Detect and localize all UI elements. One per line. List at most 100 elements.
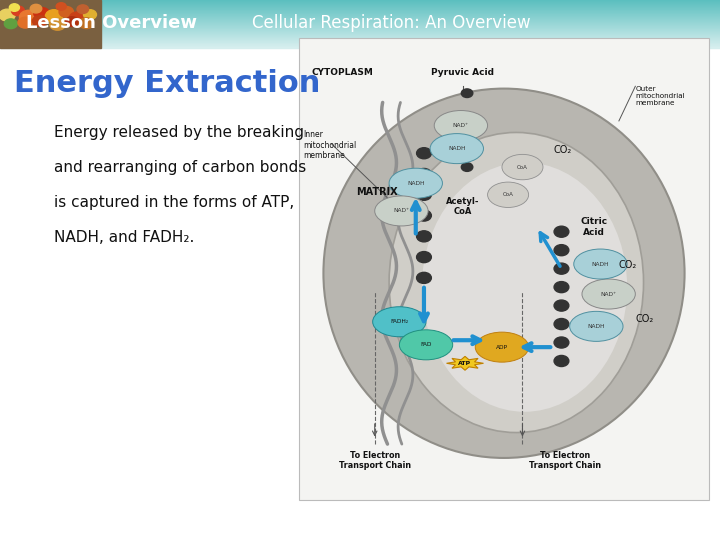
Circle shape bbox=[12, 6, 24, 16]
Circle shape bbox=[417, 272, 431, 284]
Bar bbox=[299, 38, 709, 500]
Bar bbox=[0, 20, 720, 21]
Bar bbox=[0, 26, 720, 27]
Circle shape bbox=[462, 113, 473, 122]
Bar bbox=[0, 21, 720, 22]
Ellipse shape bbox=[502, 154, 543, 180]
Bar bbox=[0, 32, 720, 33]
Bar bbox=[0, 27, 720, 28]
Text: and rearranging of carbon bonds: and rearranging of carbon bonds bbox=[54, 160, 306, 175]
Ellipse shape bbox=[487, 182, 528, 207]
Circle shape bbox=[30, 4, 42, 13]
Ellipse shape bbox=[400, 330, 453, 360]
Bar bbox=[0, 35, 720, 36]
Bar bbox=[0, 44, 720, 45]
Text: ATP: ATP bbox=[459, 361, 472, 366]
Text: CoA: CoA bbox=[517, 165, 528, 170]
Circle shape bbox=[554, 281, 569, 293]
Bar bbox=[0, 34, 720, 35]
Bar bbox=[0, 0, 720, 1]
Circle shape bbox=[462, 89, 473, 98]
Bar bbox=[0, 19, 720, 20]
Ellipse shape bbox=[430, 133, 484, 164]
Bar bbox=[0, 46, 720, 47]
Bar bbox=[0, 7, 720, 8]
Circle shape bbox=[417, 147, 431, 159]
Circle shape bbox=[417, 189, 431, 200]
Bar bbox=[0, 6, 720, 7]
Bar bbox=[0, 37, 720, 38]
Circle shape bbox=[34, 8, 50, 19]
Text: CoA: CoA bbox=[503, 192, 513, 197]
Circle shape bbox=[417, 252, 431, 262]
Text: NAD⁺: NAD⁺ bbox=[393, 208, 410, 213]
Bar bbox=[0, 24, 720, 25]
Bar bbox=[0, 0, 101, 48]
Circle shape bbox=[50, 18, 66, 30]
Ellipse shape bbox=[323, 89, 685, 458]
Bar bbox=[0, 28, 720, 29]
Bar bbox=[0, 4, 720, 5]
Bar bbox=[0, 29, 720, 30]
Ellipse shape bbox=[475, 332, 528, 362]
Text: NADH: NADH bbox=[407, 181, 425, 186]
Circle shape bbox=[84, 10, 96, 19]
Ellipse shape bbox=[570, 312, 623, 341]
Bar bbox=[0, 45, 720, 46]
Text: To Electron
Transport Chain: To Electron Transport Chain bbox=[529, 450, 602, 470]
Bar bbox=[0, 16, 720, 17]
Text: CO₂: CO₂ bbox=[635, 314, 654, 325]
Circle shape bbox=[69, 12, 86, 25]
Bar bbox=[0, 41, 720, 42]
Ellipse shape bbox=[434, 111, 487, 140]
Circle shape bbox=[554, 337, 569, 348]
Circle shape bbox=[417, 231, 431, 242]
Ellipse shape bbox=[422, 163, 627, 412]
Bar bbox=[0, 23, 720, 24]
Bar bbox=[0, 36, 720, 37]
Text: Citric
Acid: Citric Acid bbox=[581, 218, 608, 237]
Circle shape bbox=[56, 3, 66, 10]
Bar bbox=[0, 17, 720, 18]
Text: Pyruvic Acid: Pyruvic Acid bbox=[431, 68, 495, 77]
Bar bbox=[0, 12, 720, 13]
Bar bbox=[0, 30, 720, 31]
Bar bbox=[0, 1, 720, 2]
Text: MATRIX: MATRIX bbox=[356, 187, 398, 198]
Text: NADH: NADH bbox=[592, 261, 609, 267]
Text: ADP: ADP bbox=[496, 345, 508, 349]
Ellipse shape bbox=[582, 279, 635, 309]
Circle shape bbox=[4, 19, 17, 29]
Bar bbox=[0, 22, 720, 23]
Bar bbox=[0, 31, 720, 32]
Text: NADH: NADH bbox=[448, 146, 466, 151]
Text: Inner
mitochondrial
membrane: Inner mitochondrial membrane bbox=[303, 130, 356, 160]
Circle shape bbox=[554, 263, 569, 274]
Text: NAD⁺: NAD⁺ bbox=[600, 292, 617, 296]
Text: FAD: FAD bbox=[420, 342, 432, 347]
Bar bbox=[0, 47, 720, 48]
Circle shape bbox=[554, 355, 569, 367]
Ellipse shape bbox=[389, 168, 442, 198]
Bar bbox=[0, 11, 720, 12]
Bar bbox=[0, 9, 720, 10]
Text: FADH₂: FADH₂ bbox=[390, 319, 408, 324]
Text: is captured in the forms of ATP,: is captured in the forms of ATP, bbox=[54, 195, 294, 210]
Bar bbox=[0, 15, 720, 16]
Text: Cellular Respiration: An Overview: Cellular Respiration: An Overview bbox=[252, 14, 531, 32]
Circle shape bbox=[462, 138, 473, 147]
Text: NAD⁺: NAD⁺ bbox=[453, 123, 469, 128]
Circle shape bbox=[45, 10, 63, 23]
Text: NADH: NADH bbox=[588, 324, 605, 329]
Circle shape bbox=[554, 300, 569, 311]
Circle shape bbox=[554, 319, 569, 329]
Bar bbox=[0, 3, 720, 4]
Bar bbox=[0, 18, 720, 19]
Polygon shape bbox=[446, 356, 484, 370]
Circle shape bbox=[18, 17, 32, 28]
Circle shape bbox=[462, 163, 473, 171]
Bar bbox=[0, 42, 720, 43]
Circle shape bbox=[77, 5, 89, 14]
Text: Lesson Overview: Lesson Overview bbox=[26, 14, 197, 32]
Bar bbox=[0, 5, 720, 6]
